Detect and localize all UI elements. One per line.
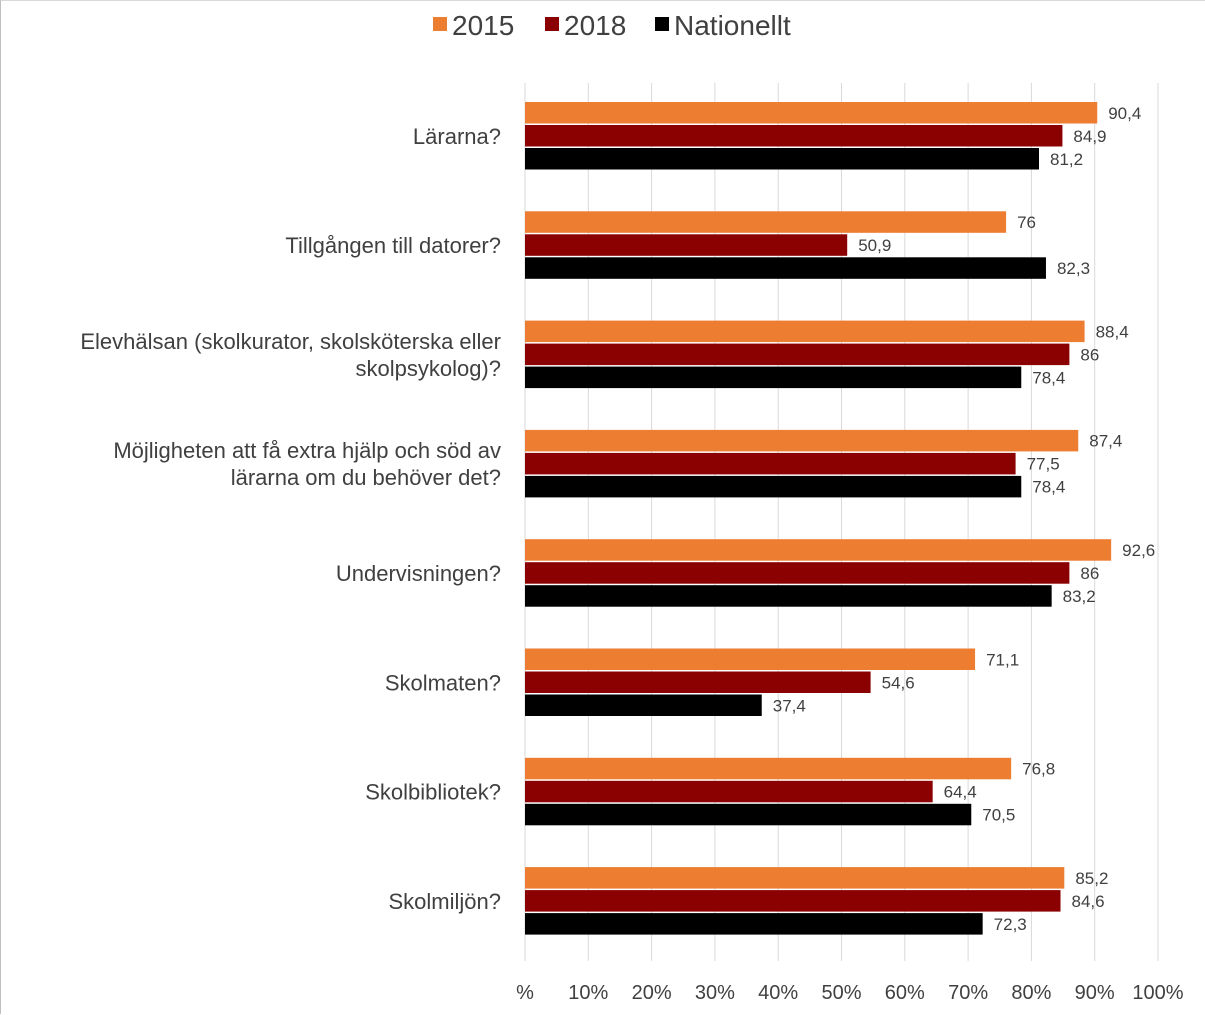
bar-2015-0 [525,102,1098,124]
bar-2018-2 [525,343,1070,366]
x-tick-label-8: 80% [1011,982,1051,1004]
category-label-line: skolpsykolog)? [355,356,501,381]
data-label-nationellt-4: 83,2 [1063,587,1096,606]
data-label-2015-1: 76 [1017,213,1036,232]
data-label-nationellt-7: 72,3 [994,915,1027,934]
x-tick-label-4: 40% [758,982,798,1004]
category-label-7: Skolmiljön? [389,889,502,914]
category-label-0: Lärarna? [413,124,501,149]
bar-2015-1 [525,211,1007,233]
bar-nationellt-2 [525,366,1022,389]
data-label-2018-6: 64,4 [944,783,977,802]
x-axis-tick-labels: % 10% 20% 30% 40% 50% 60% 70% 80% 90% 100% [516,982,1184,1004]
data-label-2015-2: 88,4 [1096,322,1129,341]
bar-nationellt-0 [525,148,1039,170]
bar-2018-0 [525,125,1063,147]
data-label-2015-7: 85,2 [1075,869,1108,888]
bar-2018-1 [525,234,848,256]
data-label-nationellt-0: 81,2 [1050,150,1083,169]
data-label-2018-1: 50,9 [858,236,891,255]
bar-2015-6 [525,757,1012,780]
data-label-nationellt-1: 82,3 [1057,259,1090,278]
data-label-2018-0: 84,9 [1073,127,1106,146]
bar-2015-3 [525,429,1079,452]
category-label-line: Undervisningen? [336,561,501,586]
data-label-nationellt-6: 70,5 [982,806,1015,825]
legend: 2015 2018 Nationellt [433,10,791,41]
bar-nationellt-4 [525,585,1052,607]
category-label-1: Tillgången till datorer? [285,233,501,258]
category-label-line: Tillgången till datorer? [285,233,501,258]
data-label-2018-3: 77,5 [1027,455,1060,474]
category-label-line: Lärarna? [413,124,501,149]
bar-2015-2 [525,320,1085,343]
category-label-line: Elevhälsan (skolkurator, skolsköterska e… [80,329,501,354]
category-label-5: Skolmaten? [385,670,501,695]
data-label-2015-3: 87,4 [1089,432,1122,451]
category-label-line: Skolbibliotek? [365,780,501,805]
bar-nationellt-5 [525,694,762,716]
x-tick-label-2: 20% [632,982,672,1004]
bar-2018-6 [525,780,933,803]
data-label-2018-7: 84,6 [1072,892,1105,911]
legend-label-2015: 2015 [452,10,514,41]
bar-2015-7 [525,867,1065,889]
data-label-2015-0: 90,4 [1108,104,1141,123]
x-tick-label-10: 100% [1132,982,1183,1004]
category-label-line: Skolmiljön? [389,889,502,914]
x-tick-label-3: 30% [695,982,735,1004]
bar-2018-4 [525,562,1070,584]
data-label-2015-6: 76,8 [1022,760,1055,779]
category-labels: Lärarna? Tillgången till datorer? Elevhäls… [80,124,501,914]
data-labels: 90,484,9 81,2 76 50,9 82,3 88,4 86 78,4 87,4 77,5… [773,104,1156,934]
data-label-nationellt-2: 78,4 [1032,368,1065,387]
bar-nationellt-1 [525,257,1046,279]
data-label-2018-2: 86 [1080,345,1099,364]
category-label-line: Skolmaten? [385,670,501,695]
data-label-2015-5: 71,1 [986,650,1019,669]
category-label-line: lärarna om du behöver det? [231,465,501,490]
x-tick-label-9: 90% [1075,982,1115,1004]
legend-label-nationellt: Nationellt [674,10,791,41]
category-label-6: Skolbibliotek? [365,780,501,805]
category-label-line: Möjligheten att få extra hjälp och söd a… [113,438,501,463]
bar-nationellt-7 [525,913,983,935]
category-label-3: Möjligheten att få extra hjälp och söd a… [113,438,501,490]
x-tick-label-0: % [516,982,534,1004]
bar-2015-5 [525,648,976,670]
data-label-2018-4: 86 [1080,564,1099,583]
bar-nationellt-6 [525,803,972,826]
legend-label-2018: 2018 [564,10,626,41]
data-label-2015-4: 92,6 [1122,541,1155,560]
bars [525,102,1112,935]
x-tick-label-6: 60% [885,982,925,1004]
bar-nationellt-3 [525,475,1022,498]
bar-2018-3 [525,452,1016,475]
category-label-2: Elevhälsan (skolkurator, skolsköterska e… [80,329,501,381]
data-label-nationellt-5: 37,4 [773,696,806,715]
x-tick-label-1: 10% [568,982,608,1004]
category-label-4: Undervisningen? [336,561,501,586]
data-label-2018-5: 54,6 [882,673,915,692]
data-label-nationellt-3: 78,4 [1032,478,1065,497]
legend-swatch-2018 [545,17,559,31]
bar-2018-5 [525,671,871,693]
bar-2015-4 [525,539,1112,561]
legend-swatch-2015 [433,17,447,31]
bar-2018-7 [525,890,1061,912]
x-tick-label-5: 50% [821,982,861,1004]
legend-swatch-nationellt [655,17,669,31]
x-tick-label-7: 70% [948,982,988,1004]
